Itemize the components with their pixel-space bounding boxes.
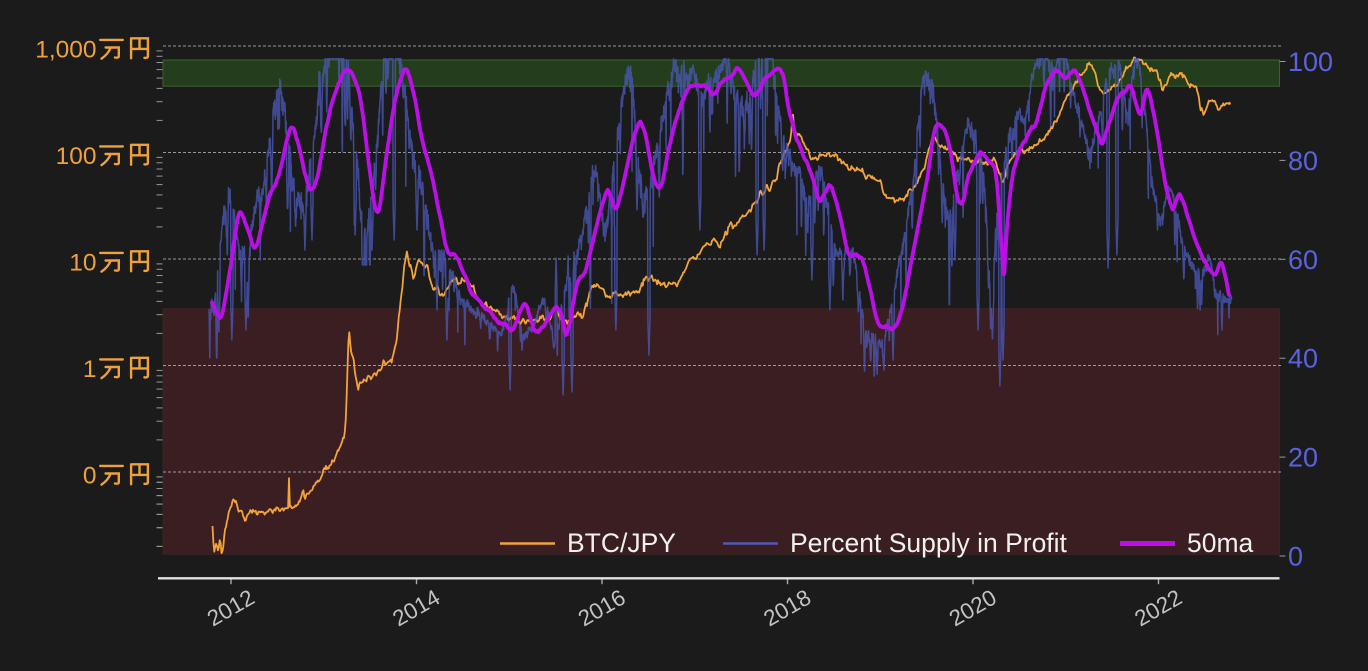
svg-text:80: 80 — [1288, 146, 1318, 176]
svg-text:BTC/JPY: BTC/JPY — [567, 528, 676, 558]
svg-text:10: 10 — [69, 250, 96, 277]
svg-text:0: 0 — [83, 463, 97, 490]
svg-text:1: 1 — [83, 356, 97, 383]
svg-text:100: 100 — [56, 143, 97, 170]
svg-text:0: 0 — [1288, 542, 1303, 572]
svg-text:1,000: 1,000 — [35, 37, 96, 64]
svg-text:50ma: 50ma — [1187, 528, 1254, 558]
svg-text:40: 40 — [1288, 344, 1318, 374]
svg-text:60: 60 — [1288, 245, 1318, 275]
svg-text:Percent Supply in Profit: Percent Supply in Profit — [790, 528, 1068, 558]
svg-text:20: 20 — [1288, 443, 1318, 473]
svg-text:100: 100 — [1288, 47, 1333, 77]
